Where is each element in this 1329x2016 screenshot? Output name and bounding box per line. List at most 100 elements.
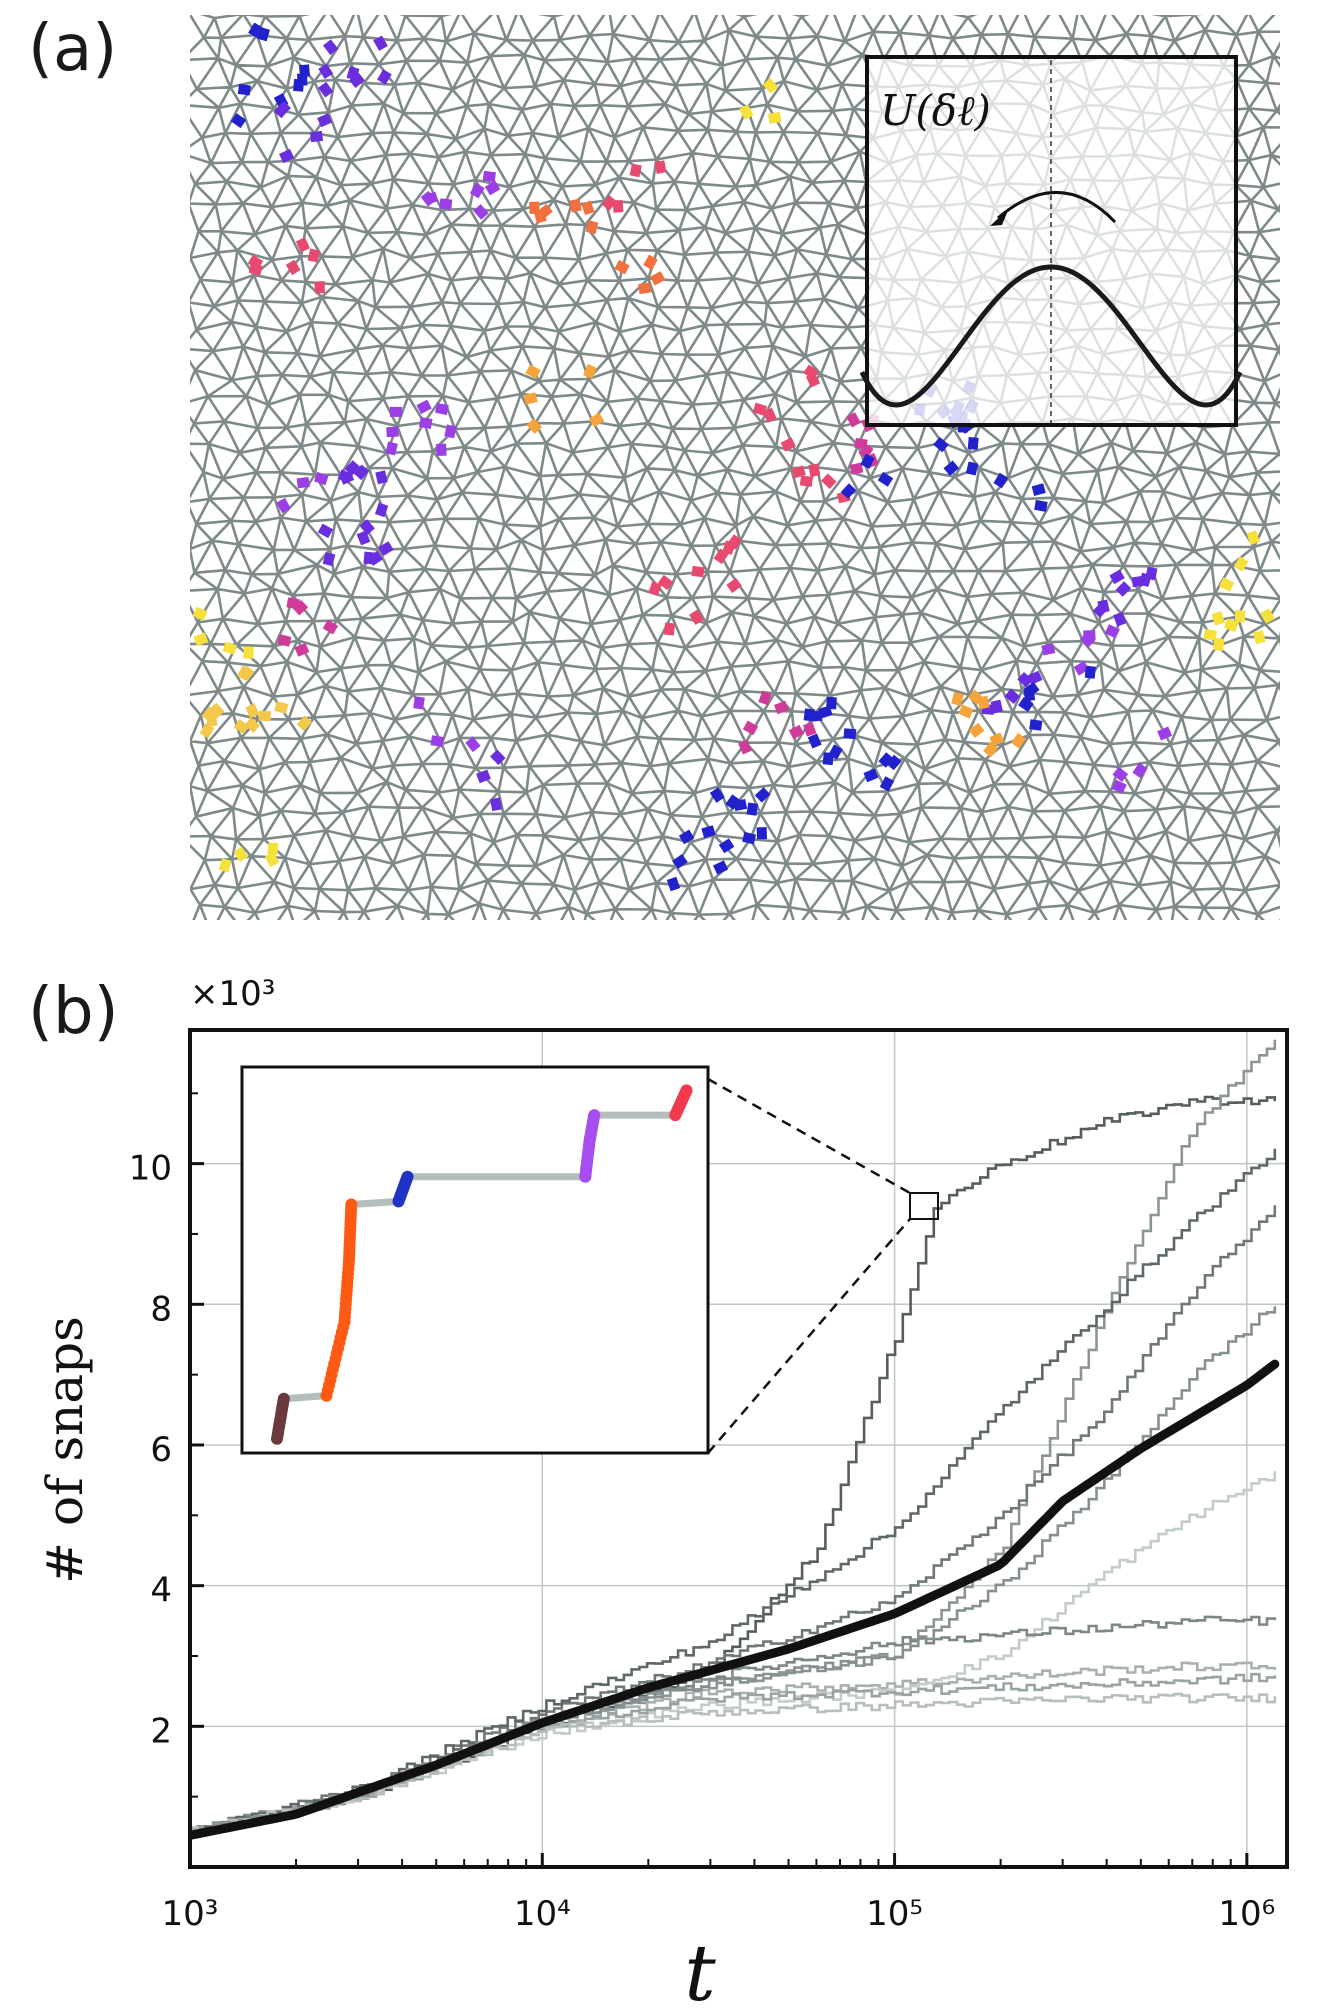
- snap-cluster-bond: [264, 851, 280, 868]
- snap-cluster-bond: [193, 632, 209, 647]
- snap-cluster-bond: [788, 724, 805, 740]
- snap-cluster-bond: [863, 768, 879, 783]
- snap-cluster-bond: [317, 113, 333, 128]
- snap-cluster-bond: [1031, 483, 1046, 496]
- arrow-head-icon: [990, 208, 1009, 226]
- snap-cluster-bond: [1253, 630, 1266, 645]
- panel-b-label: (b): [28, 975, 119, 1049]
- snap-cluster-bond: [767, 111, 782, 124]
- snap-cluster-bond: [1073, 660, 1090, 676]
- snap-cluster-bond: [1041, 643, 1056, 656]
- snap-cluster-bond: [1157, 726, 1173, 741]
- run-series-line: [190, 1692, 1277, 1836]
- snap-cluster-bond: [277, 634, 292, 647]
- zoom-connector-bottom: [707, 1218, 911, 1454]
- snap-cluster-bond: [886, 754, 902, 771]
- snap-cluster-bond: [248, 22, 263, 38]
- snap-cluster-bond: [439, 198, 453, 210]
- snap-cluster-bond: [585, 220, 599, 235]
- snap-cluster-bond: [444, 424, 457, 439]
- snap-cluster-bond: [1097, 599, 1110, 614]
- snap-cluster-bond: [244, 717, 261, 733]
- snap-cluster-bond: [199, 722, 215, 739]
- snap-cluster-bond: [490, 797, 503, 812]
- snap-cluster-bond: [1132, 762, 1148, 779]
- panel-b: ×10³ 10³ 10⁴ 10⁵ 10⁶ 2 4 6 8 10 t # of snaps: [36, 974, 1289, 2016]
- plot-frame: [188, 1028, 1289, 1869]
- snap-cluster-bond: [529, 201, 540, 214]
- snap-cluster-bond: [374, 502, 389, 518]
- snap-cluster-bond: [430, 735, 444, 747]
- snap-cluster-bond: [465, 736, 481, 753]
- snap-cluster-bond: [294, 642, 310, 657]
- snap-cluster-bond: [385, 441, 398, 456]
- snap-cluster-bond: [533, 209, 547, 224]
- snap-cluster-bond: [809, 710, 823, 722]
- snap-cluster-bond: [746, 802, 759, 816]
- snap-cluster-bond: [843, 728, 857, 740]
- x-tick-label: 10⁴: [514, 1894, 571, 1934]
- snap-cluster-bond: [208, 702, 225, 719]
- snap-cluster-bond: [762, 77, 779, 94]
- snap-cluster-bond: [248, 262, 263, 276]
- run-series-line: [190, 1471, 1277, 1837]
- snap-cluster-bond: [849, 462, 864, 475]
- snap-cluster-bond: [709, 787, 725, 803]
- snap-cluster-bond: [318, 63, 334, 79]
- snap-cluster-bond: [1211, 611, 1225, 626]
- snap-cluster-bond: [295, 237, 310, 253]
- snap-cluster-bond: [1115, 581, 1132, 597]
- inset-mesh-edges: [867, 57, 1236, 425]
- zoom-inset-series: [271, 1084, 693, 1445]
- snap-cluster-bond: [469, 182, 485, 199]
- snap-cluster-bond: [222, 641, 238, 655]
- snap-cluster-bond: [318, 81, 334, 98]
- snap-cluster-bond: [601, 195, 617, 211]
- snap-cluster-bond: [339, 470, 355, 485]
- snap-cluster-bond: [654, 160, 667, 174]
- snap-cluster-bond: [1109, 569, 1125, 585]
- snap-cluster-bond: [569, 198, 582, 213]
- snap-cluster-bond: [413, 696, 425, 710]
- snap-cluster-bond: [296, 477, 310, 489]
- snap-cluster-bond: [1111, 779, 1127, 794]
- snap-cluster-bond: [854, 437, 868, 450]
- snap-cluster-bond: [718, 838, 735, 854]
- inset-bridge-line: [351, 1197, 399, 1208]
- snap-cluster-bond: [638, 282, 652, 295]
- zoom-box: [909, 1192, 939, 1220]
- inset-potential-label: U(δℓ): [880, 86, 991, 135]
- snap-event-dot: [277, 1392, 290, 1405]
- snap-cluster-bond: [523, 392, 538, 405]
- snap-cluster-bond: [386, 426, 399, 438]
- run-series-line: [190, 1661, 1277, 1836]
- snap-cluster-bond: [754, 787, 771, 803]
- snap-cluster-bond: [582, 363, 598, 380]
- snap-cluster-bond: [296, 715, 313, 732]
- snap-cluster-bond: [726, 534, 743, 550]
- snap-cluster-bond: [490, 749, 506, 766]
- snap-cluster-bond: [473, 204, 489, 220]
- snap-cluster-bond: [762, 407, 777, 423]
- snap-cluster-bond: [943, 460, 960, 476]
- snap-cluster-bond: [322, 552, 336, 567]
- snap-cluster-bond: [356, 530, 371, 546]
- snap-cluster-bond: [233, 846, 249, 862]
- snap-cluster-bond: [482, 170, 496, 183]
- snap-cluster-bond: [373, 35, 388, 51]
- snap-cluster-bond: [419, 417, 433, 429]
- x-tick-label: 10³: [162, 1894, 219, 1934]
- snap-cluster-bond: [297, 73, 308, 86]
- snap-cluster-bond: [752, 402, 768, 416]
- snap-cluster-bond: [1027, 670, 1043, 685]
- run-series-line: [190, 1672, 1277, 1832]
- snap-cluster-bond: [629, 163, 642, 178]
- inset-bridge-line: [283, 1392, 327, 1403]
- snap-cluster-bond: [807, 733, 822, 749]
- transition-arrow: [997, 191, 1117, 224]
- snap-cluster-bond: [666, 876, 681, 892]
- snap-cluster-bond: [436, 443, 447, 456]
- snap-cluster-bond: [1145, 566, 1158, 581]
- snap-cluster-bond: [951, 691, 964, 706]
- snap-cluster-bond: [237, 83, 252, 96]
